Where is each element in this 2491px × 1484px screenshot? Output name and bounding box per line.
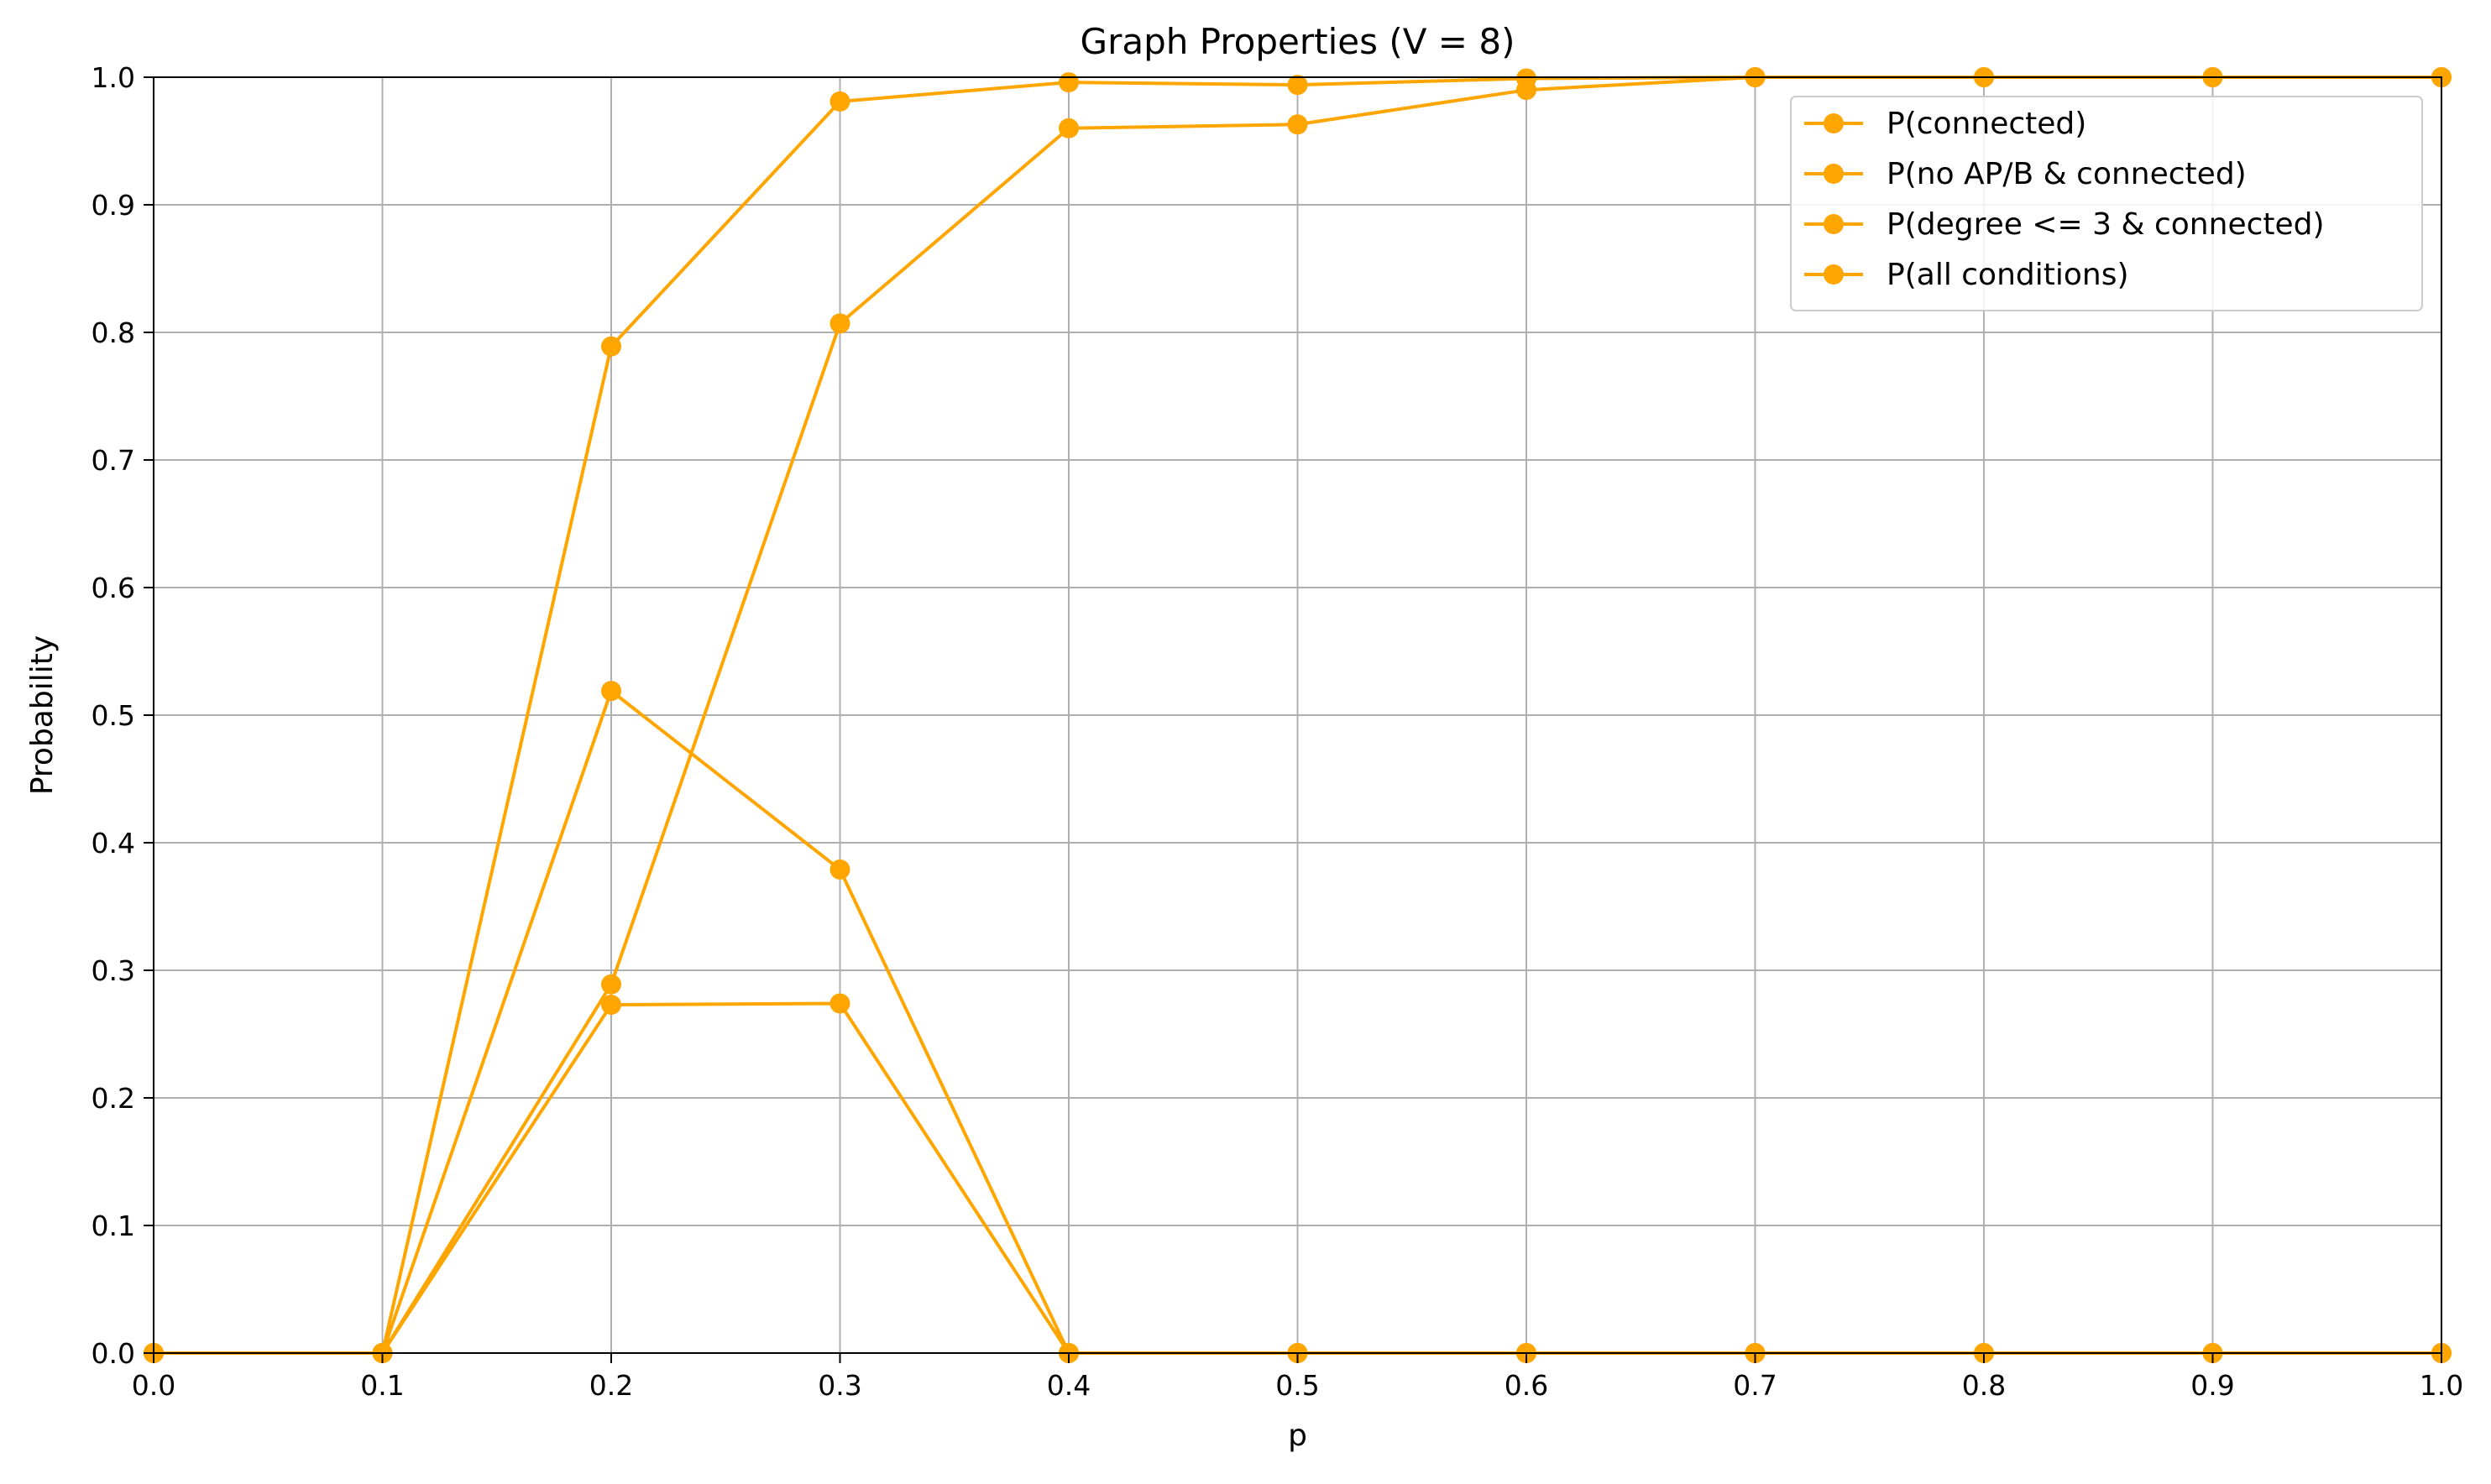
x-tick-label: 0.4 (1047, 1369, 1091, 1402)
legend-label: P(degree <= 3 & connected) (1887, 207, 2325, 242)
data-point (1059, 72, 1079, 93)
legend-marker (1824, 113, 1844, 133)
y-tick-label: 0.6 (92, 572, 135, 604)
legend-item: P(connected) (1804, 107, 2086, 141)
x-tick-label: 0.7 (1733, 1369, 1777, 1402)
x-tick-label: 0.6 (1505, 1369, 1548, 1402)
y-tick-label: 0.9 (92, 189, 135, 222)
data-point (829, 859, 850, 880)
data-point (601, 974, 621, 995)
data-point (601, 995, 621, 1016)
legend: P(connected) P(no AP/B & connected) P(degr… (1790, 96, 2423, 311)
legend-item: P(no AP/B & connected) (1804, 157, 2247, 191)
legend-marker (1824, 214, 1844, 234)
data-point (829, 313, 850, 334)
x-tick-label: 0.3 (818, 1369, 861, 1402)
y-tick-label: 0.4 (92, 827, 135, 860)
x-tick-label: 0.2 (589, 1369, 633, 1402)
y-tick-label: 0.5 (92, 699, 135, 732)
x-tick-label: 0.1 (360, 1369, 404, 1402)
x-axis-label: p (1288, 1419, 1307, 1453)
data-point (829, 91, 850, 112)
data-point (601, 336, 621, 357)
legend-box (1790, 96, 2423, 311)
data-point (1287, 75, 1308, 96)
data-point (1059, 118, 1079, 138)
legend-item: P(degree <= 3 & connected) (1804, 207, 2325, 242)
chart-title: Graph Properties (V = 8) (1081, 21, 1515, 62)
x-tick-label: 1.0 (2420, 1369, 2463, 1402)
legend-marker (1824, 164, 1844, 184)
y-tick-label: 0.1 (92, 1210, 135, 1242)
legend-label: P(connected) (1887, 107, 2086, 141)
data-point (1516, 80, 1536, 101)
x-tick-label: 0.0 (132, 1369, 175, 1402)
y-tick-label: 0.7 (92, 444, 135, 477)
legend-label: P(all conditions) (1887, 258, 2129, 292)
y-axis-label: Probability (25, 635, 60, 795)
data-point (1287, 114, 1308, 135)
legend-marker (1824, 264, 1844, 285)
y-tick-label: 1.0 (92, 61, 135, 94)
y-tick-label: 0.0 (92, 1337, 135, 1370)
legend-item: P(all conditions) (1804, 258, 2129, 292)
y-tick-label: 0.8 (92, 316, 135, 349)
y-tick-label: 0.3 (92, 954, 135, 987)
x-tick-label: 0.8 (1962, 1369, 2006, 1402)
x-tick-label: 0.5 (1275, 1369, 1319, 1402)
x-tick-label: 0.9 (2190, 1369, 2234, 1402)
axis-ticks: 0.0 0.1 0.2 0.3 0.4 0.5 0.6 0.7 0.8 0.9 1.0 0.0 0.1 0… (92, 61, 2464, 1402)
data-point (601, 681, 621, 702)
data-point (829, 993, 850, 1014)
y-tick-label: 0.2 (92, 1082, 135, 1115)
legend-label: P(no AP/B & connected) (1887, 157, 2247, 191)
